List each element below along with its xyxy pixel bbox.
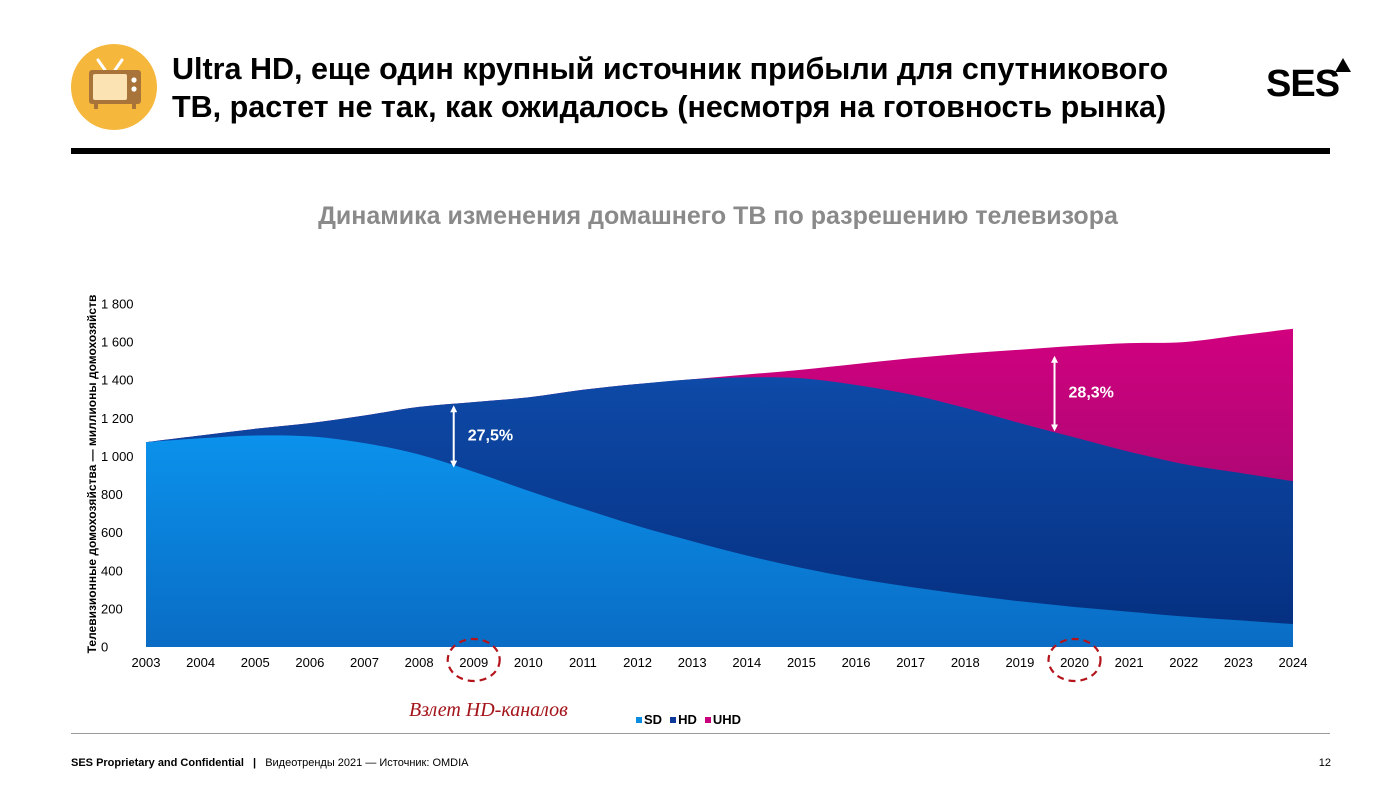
y-tick-label: 1 000 (101, 449, 134, 464)
legend-item-hd: HD (670, 712, 697, 727)
x-tick-label: 2022 (1169, 655, 1198, 670)
x-tick-label: 2020 (1060, 655, 1089, 670)
chart-title: Динамика изменения домашнего ТВ по разре… (318, 202, 1118, 230)
legend-label-uhd: UHD (712, 712, 742, 727)
year-highlight-circle (446, 637, 501, 683)
chart-legend: SD HD UHD (636, 712, 749, 727)
y-tick-label: 800 (101, 487, 123, 502)
legend-label-sd: SD (644, 712, 663, 727)
x-tick-label: 2019 (1005, 655, 1034, 670)
year-highlight-circle (1047, 637, 1102, 683)
logo-text: SES (1266, 63, 1339, 102)
x-tick-label: 2011 (569, 655, 597, 670)
y-tick-label: 1 200 (101, 411, 134, 426)
y-axis-title: Телевизионные домохозяйства — миллионы д… (85, 294, 99, 654)
x-tick-label: 2016 (842, 655, 871, 670)
x-tick-label: 2006 (295, 655, 324, 670)
ses-logo: SES (1266, 58, 1351, 102)
y-tick-label: 0 (101, 640, 108, 655)
x-tick-label: 2021 (1115, 655, 1144, 670)
gap-percent-label: 27,5% (468, 427, 513, 444)
legend-label-hd: HD (678, 712, 697, 727)
header-divider (71, 148, 1330, 154)
footer-divider (71, 733, 1330, 734)
y-tick-label: 1 600 (101, 335, 134, 350)
legend-item-sd: SD (636, 712, 662, 727)
y-tick-label: 600 (101, 525, 123, 540)
x-tick-label: 2013 (678, 655, 707, 670)
page-title-line-1: Ultra HD, еще один крупный источник приб… (172, 52, 1169, 86)
page-number: 12 (1318, 757, 1331, 769)
x-tick-label: 2003 (132, 655, 161, 670)
x-tick-label: 2012 (623, 655, 652, 670)
footer: SES Proprietary and Confidential | Видео… (71, 757, 469, 769)
x-tick-label: 2008 (405, 655, 434, 670)
y-tick-label: 200 (101, 601, 123, 616)
y-tick-label: 1 800 (101, 297, 134, 312)
page-title: Ultra HD, еще один крупный источник приб… (172, 50, 1242, 126)
legend-swatch-hd (670, 716, 677, 723)
footer-confidential: SES Proprietary and Confidential (71, 757, 244, 769)
footer-source: Видеотренды 2021 — Источник: OMDIA (265, 757, 469, 769)
legend-swatch-uhd (704, 716, 711, 723)
x-tick-label: 2007 (350, 655, 379, 670)
footer-separator: | (253, 757, 257, 769)
x-tick-label: 2023 (1224, 655, 1253, 670)
tv-icon (71, 44, 157, 130)
area-sd (146, 435, 1293, 647)
x-tick-label: 2009 (459, 655, 488, 670)
hd-launch-annotation: Взлет HD-каналов (409, 699, 568, 721)
x-tick-label: 2005 (241, 655, 270, 670)
page-title-line-2: ТВ, растет не так, как ожидалось (несмот… (172, 90, 1167, 124)
x-tick-label: 2010 (514, 655, 543, 670)
x-tick-label: 2018 (951, 655, 980, 670)
x-tick-label: 2004 (186, 655, 215, 670)
y-tick-label: 1 400 (101, 373, 134, 388)
x-tick-label: 2017 (896, 655, 925, 670)
logo-triangle (1335, 58, 1351, 72)
gap-percent-label: 28,3% (1069, 385, 1114, 402)
y-tick-label: 400 (101, 563, 123, 578)
legend-item-uhd: UHD (704, 712, 742, 727)
legend-swatch-sd (636, 716, 642, 723)
x-tick-label: 2014 (732, 655, 761, 670)
x-tick-label: 2024 (1279, 655, 1308, 670)
x-tick-label: 2015 (787, 655, 816, 670)
